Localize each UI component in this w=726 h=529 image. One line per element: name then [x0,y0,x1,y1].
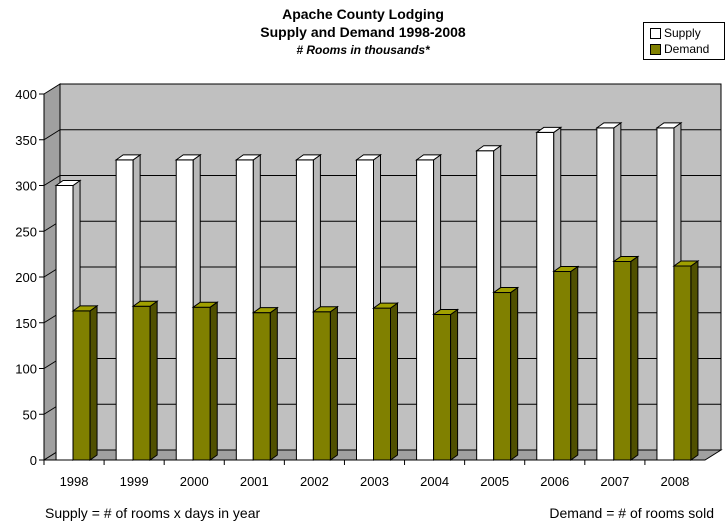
bar-top-supply-2000 [174,154,202,161]
bar-top-supply-2002 [294,154,322,161]
bar-top-demand-2002 [311,306,339,313]
xtick-label-1999: 1999 [120,474,149,489]
bar-supply-1998 [55,185,74,461]
footnote-demand: Demand = # of rooms sold [549,505,714,521]
bar-demand-2007 [613,260,632,461]
bar-side-demand-2002 [329,305,338,461]
bar-demand-2001 [252,312,271,461]
bar-demand-1998 [72,310,91,461]
bar-top-demand-2000 [191,301,219,308]
xtick-label-1998: 1998 [60,474,89,489]
bar-top-demand-2007 [612,255,640,262]
xtick-label-2002: 2002 [300,474,329,489]
ytick-label-300: 300 [15,179,37,194]
bar-side-demand-2001 [269,306,278,461]
legend-label-supply: Supply [664,26,701,40]
bar-top-supply-2007 [595,122,623,129]
bar-demand-1999 [132,305,151,461]
bar-demand-2000 [192,306,211,461]
bar-supply-2007 [596,127,615,461]
bar-top-demand-2003 [371,302,400,309]
bar-demand-2002 [312,311,331,461]
bar-top-supply-1999 [114,154,142,161]
bar-top-demand-2001 [251,307,279,314]
chart-units-note: # Rooms in thousands* [296,43,430,57]
xtick-label-2006: 2006 [540,474,569,489]
xtick-label-2000: 2000 [180,474,209,489]
bar-side-demand-1998 [89,304,98,461]
bar-demand-2005 [493,292,512,461]
ytick-label-250: 250 [15,224,37,239]
legend-swatch-supply [650,27,661,39]
bar-top-supply-2004 [415,154,443,161]
bar-side-demand-2005 [510,286,519,461]
bar-supply-2008 [656,127,675,461]
bar-supply-2001 [235,159,254,461]
bar-supply-2004 [416,159,435,461]
bar-side-demand-2008 [690,260,699,461]
bar-top-demand-2005 [492,287,520,294]
bar-demand-2006 [553,271,572,461]
bar-supply-2003 [356,159,374,461]
bar-supply-2005 [476,150,495,461]
bar-top-supply-2006 [535,126,563,133]
bar-side-demand-2006 [570,265,579,461]
ytick-label-50: 50 [23,407,37,422]
footnote-supply: Supply = # of rooms x days in year [45,505,261,521]
legend-swatch-demand [650,43,661,55]
bar-side-demand-2000 [209,301,218,461]
bar-supply-2002 [295,159,314,461]
bar-top-demand-2008 [672,260,700,267]
bar-top-supply-2003 [354,154,383,161]
bar-supply-2006 [536,131,555,461]
legend-item-demand: Demand [650,42,709,56]
bar-side-demand-2003 [390,302,398,461]
chart-subtitle: Supply and Demand 1998-2008 [260,24,466,40]
gridline-side-300 [43,175,61,186]
ytick-label-150: 150 [15,316,37,331]
xtick-label-2004: 2004 [420,474,449,489]
bar-demand-2004 [433,314,452,461]
bar-top-demand-1999 [131,300,159,307]
ytick-label-200: 200 [15,270,37,285]
ytick-label-0: 0 [30,453,37,468]
ytick-label-400: 400 [15,87,37,102]
bar-supply-2000 [175,159,194,461]
legend-item-supply: Supply [650,26,701,40]
xtick-label-2001: 2001 [240,474,269,489]
bar-supply-1999 [115,159,134,461]
bar-top-demand-2006 [552,266,580,273]
bar-demand-2003 [373,307,391,461]
xtick-label-2008: 2008 [660,474,689,489]
bar-demand-2008 [673,265,692,461]
xtick-label-2005: 2005 [480,474,509,489]
bar-top-supply-2005 [475,145,503,152]
xtick-label-2007: 2007 [600,474,629,489]
bar-top-demand-1998 [71,305,99,312]
bar-top-demand-2004 [432,309,460,316]
bar-top-supply-1998 [54,180,82,186]
legend-label-demand: Demand [664,42,710,56]
gridline-side-350 [43,129,61,141]
legend: Supply Demand [643,22,725,60]
xtick-label-2003: 2003 [360,474,389,489]
ytick-label-350: 350 [15,133,37,148]
bar-side-demand-2007 [630,255,639,461]
chart-title: Apache County Lodging [282,6,444,22]
bar-side-demand-2004 [450,308,459,461]
bar-top-supply-2001 [234,154,262,161]
bar-top-supply-2008 [655,122,683,129]
bar-side-demand-1999 [149,300,158,461]
ytick-label-100: 100 [15,362,37,377]
